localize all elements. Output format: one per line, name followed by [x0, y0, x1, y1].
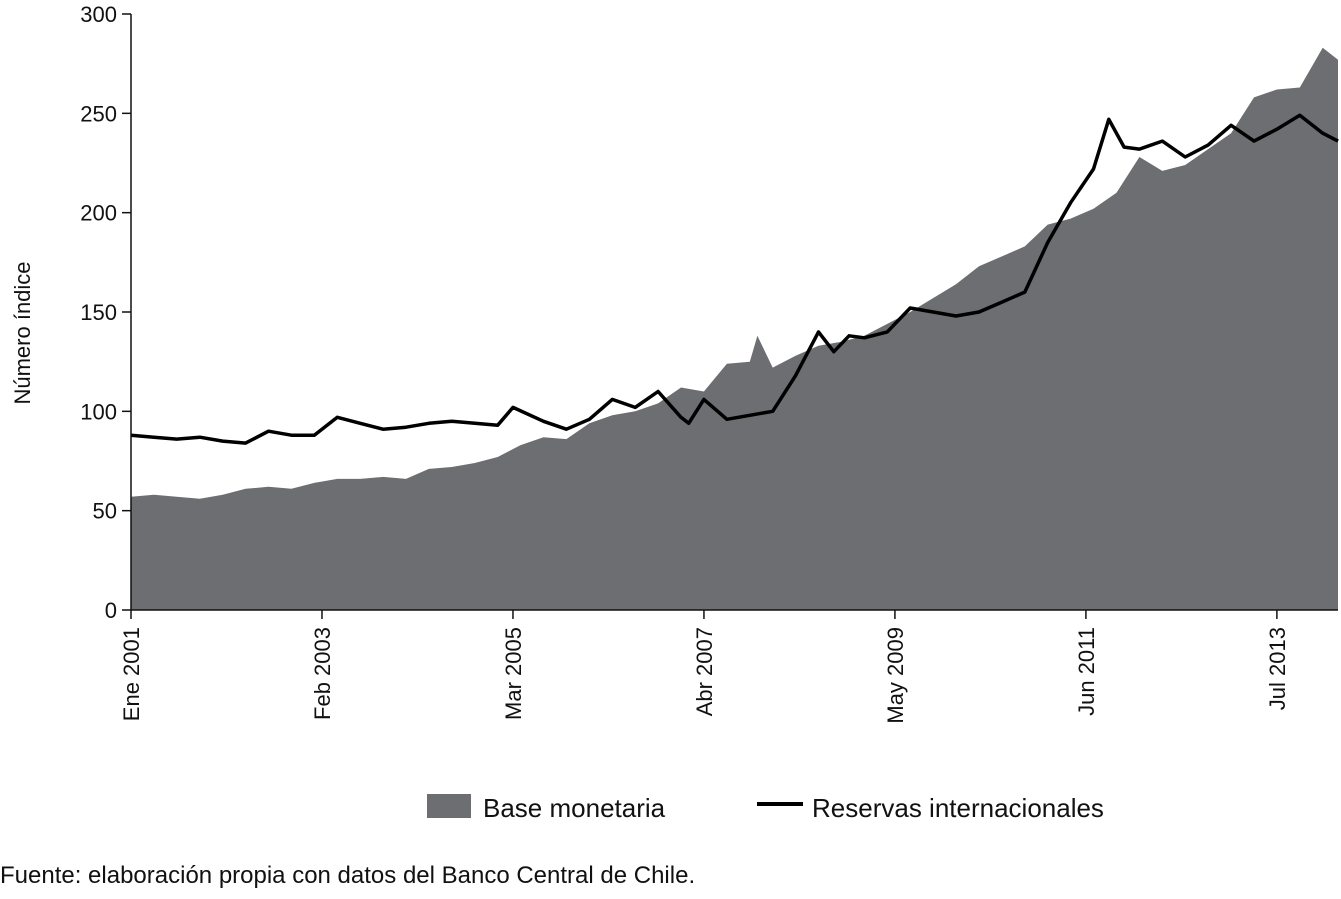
y-tick-label: 100 [80, 399, 117, 424]
x-tick-label: Ene 2001 [119, 627, 144, 721]
y-tick-label: 250 [80, 101, 117, 126]
x-axis-ticks: Ene 2001 Feb 2003 Mar 2005 Abr 2007 May 2009… [119, 610, 1290, 724]
source-note: Fuente: elaboración propia con datos del… [0, 862, 696, 889]
x-tick-label: Mar 2005 [501, 627, 526, 720]
legend-label-base-monetaria: Base monetaria [483, 793, 666, 823]
x-tick-label: Abr 2007 [692, 627, 717, 716]
y-axis-title: Número índice [10, 261, 35, 404]
y-tick-label: 200 [80, 201, 117, 226]
x-tick-label: Jul 2013 [1265, 627, 1290, 710]
reservas-internacionales-line [130, 113, 1339, 445]
y-tick-label: 150 [80, 300, 117, 325]
x-tick-label: May 2009 [883, 627, 908, 724]
x-tick-label: Feb 2003 [310, 627, 335, 720]
legend-label-reservas: Reservas internacionales [812, 793, 1104, 823]
y-axis-ticks: 0 50 100 150 200 250 300 [80, 2, 131, 623]
legend: Base monetaria Reservas internacionales [427, 793, 1104, 823]
base-monetaria-area [131, 47, 1338, 611]
y-tick-label: 300 [80, 2, 117, 27]
legend-swatch-base-monetaria [427, 794, 471, 818]
y-tick-label: 0 [105, 598, 117, 623]
y-tick-label: 50 [93, 499, 117, 524]
x-tick-label: Jun 2011 [1074, 627, 1099, 716]
